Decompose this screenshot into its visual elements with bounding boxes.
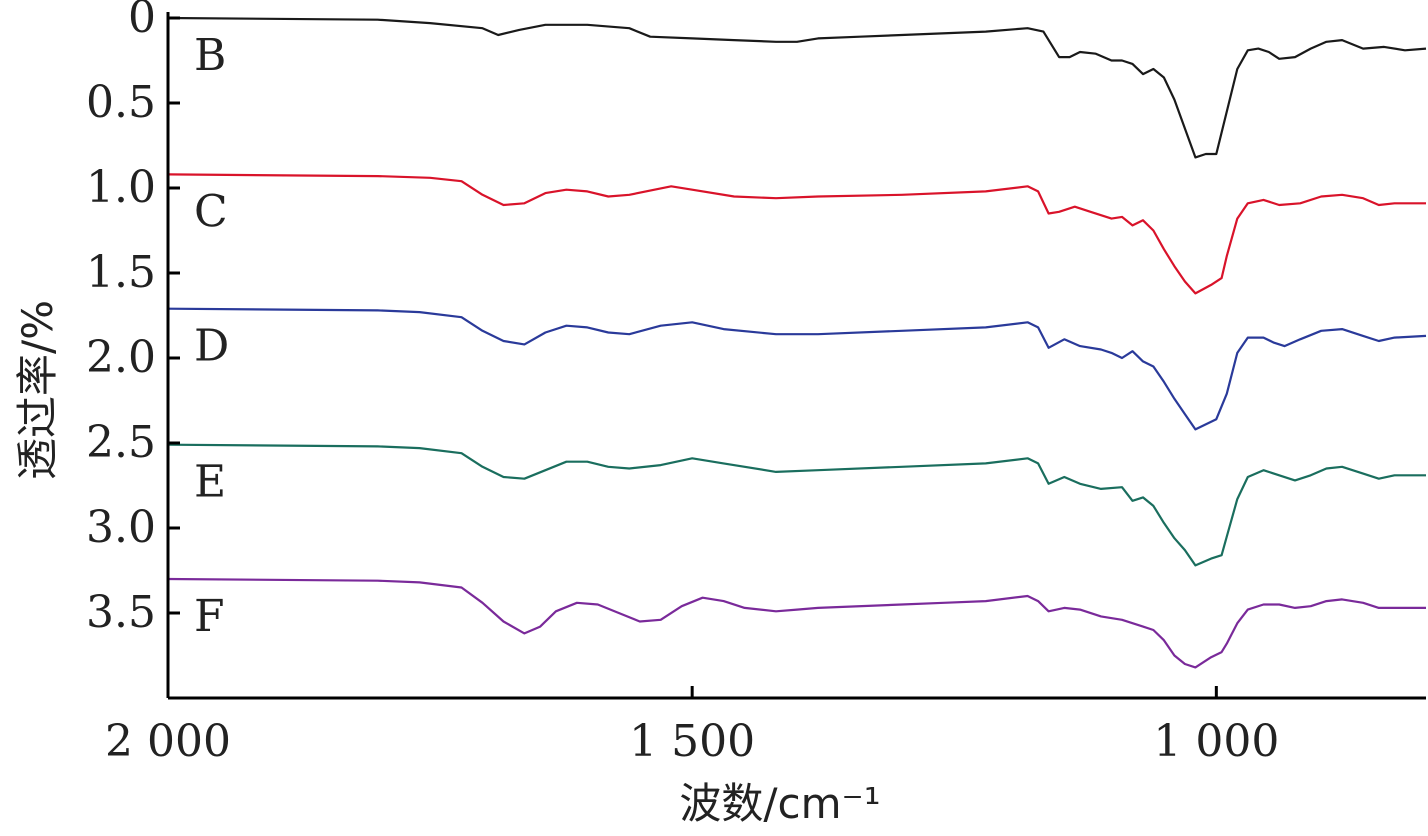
y-tick-layer: 0 0.5 1.0 1.5 2.0 2.5 3.0 3.5: [86, 0, 180, 638]
y-tick-label: 3.0: [86, 502, 156, 553]
series-label-F: F: [194, 591, 225, 642]
series-line-B: [167, 16, 1427, 159]
series-layer: [167, 16, 1427, 669]
y-tick-label: 2.5: [86, 417, 156, 468]
series-label-D: D: [194, 321, 229, 372]
series-label-E: E: [194, 457, 226, 508]
series-line-C: [167, 173, 1426, 295]
x-tick-label: 1 500: [629, 716, 755, 767]
x-tick-label: 1 000: [1153, 716, 1279, 767]
series-line-D: [167, 307, 1427, 431]
series-label-B: B: [194, 30, 226, 81]
y-tick-label: 1.0: [86, 162, 156, 213]
series-label-layer: B C D E F: [194, 30, 229, 642]
y-tick-label: 1.5: [86, 247, 156, 298]
x-tick-layer: 2 000 1 500 1 000: [105, 686, 1279, 767]
x-tick-label: 2 000: [105, 716, 231, 767]
y-tick-label: 3.5: [86, 587, 156, 638]
y-axis-title: 透过率/%: [13, 300, 62, 480]
x-axis-title: 波数/cm⁻¹: [679, 779, 880, 828]
series-label-C: C: [194, 186, 228, 237]
series-line-E: [167, 443, 1426, 567]
series-line-F: [167, 577, 1426, 669]
y-tick-label: 0: [128, 0, 156, 43]
y-tick-label: 0.5: [86, 77, 156, 128]
y-tick-label: 2.0: [86, 332, 156, 383]
